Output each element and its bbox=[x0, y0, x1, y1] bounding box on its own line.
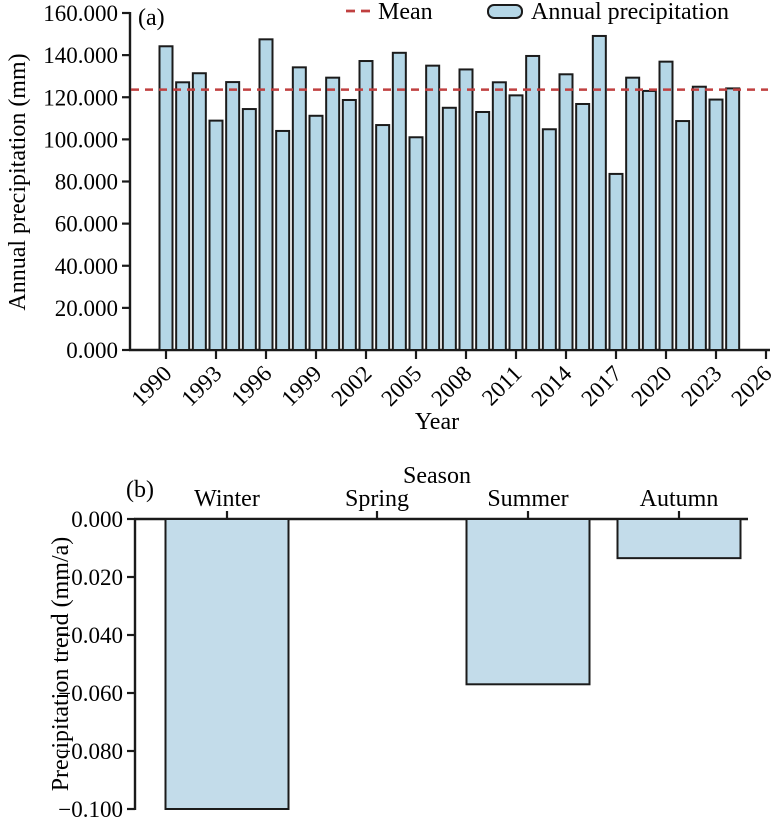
y-axis-title-a: Annual precipitation (mm) bbox=[5, 53, 31, 310]
x-tick-label-a: 2011 bbox=[477, 361, 527, 411]
bar-2017 bbox=[608, 172, 624, 351]
x-axis-title-b: Season bbox=[403, 463, 471, 489]
legend-mean-label: Mean bbox=[378, 0, 433, 25]
bar-2008 bbox=[458, 68, 474, 351]
bar-1991 bbox=[175, 81, 191, 351]
bar-1996 bbox=[258, 38, 274, 351]
bar-1994 bbox=[225, 81, 241, 352]
bar-2014 bbox=[558, 73, 574, 352]
bar-2001 bbox=[341, 98, 357, 351]
bar-2021 bbox=[675, 120, 691, 351]
cat-label-summer: Summer bbox=[487, 486, 568, 512]
y-tick-label-a: 80.000 bbox=[55, 170, 118, 195]
bar-2016 bbox=[591, 34, 607, 351]
y-tick-label-a: 20.000 bbox=[55, 296, 118, 321]
panel-b-tag: (b) bbox=[126, 477, 154, 503]
x-tick-label-a: 2023 bbox=[676, 361, 726, 411]
x-tick-label-a: 1996 bbox=[226, 361, 276, 411]
y-tick-label-a: 100.000 bbox=[43, 127, 118, 152]
bar-2004 bbox=[391, 51, 407, 351]
bar-2007 bbox=[441, 106, 457, 351]
bar-autumn bbox=[616, 518, 742, 560]
y-tick-label-a: 60.000 bbox=[55, 212, 118, 237]
bar-2019 bbox=[641, 89, 657, 352]
x-tick-label-a: 2017 bbox=[576, 361, 626, 411]
x-tick-label-a: 2008 bbox=[426, 361, 476, 411]
y-tick-label-a: 160.000 bbox=[43, 1, 118, 26]
bar-2011 bbox=[508, 94, 524, 352]
y-tick-label-a: 140.000 bbox=[43, 43, 118, 68]
bar-2015 bbox=[575, 102, 591, 351]
y-axis-title-b: Precipitation trend (mm/a) bbox=[48, 537, 74, 792]
bar-2012 bbox=[525, 54, 541, 351]
y-tick-label-b: −0.080 bbox=[58, 739, 123, 764]
y-tick-label-b: −0.100 bbox=[58, 797, 123, 818]
x-tick-label-a: 2020 bbox=[626, 361, 676, 411]
x-axis-title-a: Year bbox=[415, 409, 459, 435]
y-tick-label-b: 0.000 bbox=[71, 507, 123, 532]
bar-2024 bbox=[725, 87, 741, 351]
legend-bar-swatch-icon bbox=[487, 4, 523, 19]
bar-2003 bbox=[375, 124, 391, 351]
bar-1992 bbox=[191, 72, 207, 352]
bar-1999 bbox=[308, 114, 324, 351]
bar-1990 bbox=[158, 45, 174, 352]
bar-1993 bbox=[208, 119, 224, 351]
bar-2020 bbox=[658, 60, 674, 351]
bar-2005 bbox=[408, 136, 424, 351]
bar-2018 bbox=[625, 76, 641, 352]
bar-2023 bbox=[708, 98, 724, 351]
y-tick-label-b: −0.040 bbox=[58, 623, 123, 648]
cat-label-autumn: Autumn bbox=[640, 486, 719, 512]
cat-label-spring: Spring bbox=[345, 486, 409, 512]
x-tick-label-a: 2026 bbox=[726, 361, 772, 411]
y-tick-label-a: 40.000 bbox=[55, 254, 118, 279]
bar-2002 bbox=[358, 60, 374, 352]
bar-2006 bbox=[425, 64, 441, 351]
x-tick-label-a: 2005 bbox=[376, 361, 426, 411]
bar-2013 bbox=[541, 128, 557, 351]
bar-1995 bbox=[241, 108, 257, 351]
x-tick-label-a: 2014 bbox=[526, 361, 577, 412]
y-tick-label-a: 0.000 bbox=[66, 338, 118, 363]
bar-2022 bbox=[691, 85, 707, 351]
bar-2009 bbox=[475, 110, 491, 352]
legend-bar-label: Annual precipitation bbox=[531, 0, 729, 25]
y-tick-label-a: 120.000 bbox=[43, 85, 118, 110]
bar-summer bbox=[465, 518, 591, 686]
panel-a-chart: 0.000 20.000 40.000 60.000 80.000 100.000 120.… bbox=[5, 0, 772, 435]
y-tick-label-b: −0.060 bbox=[58, 681, 123, 706]
bar-1997 bbox=[275, 129, 291, 351]
bar-2010 bbox=[491, 81, 507, 351]
x-tick-label-a: 1993 bbox=[176, 361, 226, 411]
bar-1998 bbox=[291, 66, 307, 351]
y-tick-label-b: −0.020 bbox=[58, 565, 123, 590]
panel-a-tag: (a) bbox=[138, 5, 165, 31]
x-tick-label-a: 2002 bbox=[326, 361, 376, 411]
panel-b-chart: 0.000 −0.020 −0.040 −0.060 −0.080 −0.100 Winte… bbox=[48, 463, 748, 818]
bar-2000 bbox=[325, 76, 341, 352]
cat-label-winter: Winter bbox=[194, 486, 260, 512]
x-tick-label-a: 1999 bbox=[276, 361, 326, 411]
x-tick-label-a: 1990 bbox=[126, 361, 176, 411]
bar-winter bbox=[164, 518, 290, 810]
